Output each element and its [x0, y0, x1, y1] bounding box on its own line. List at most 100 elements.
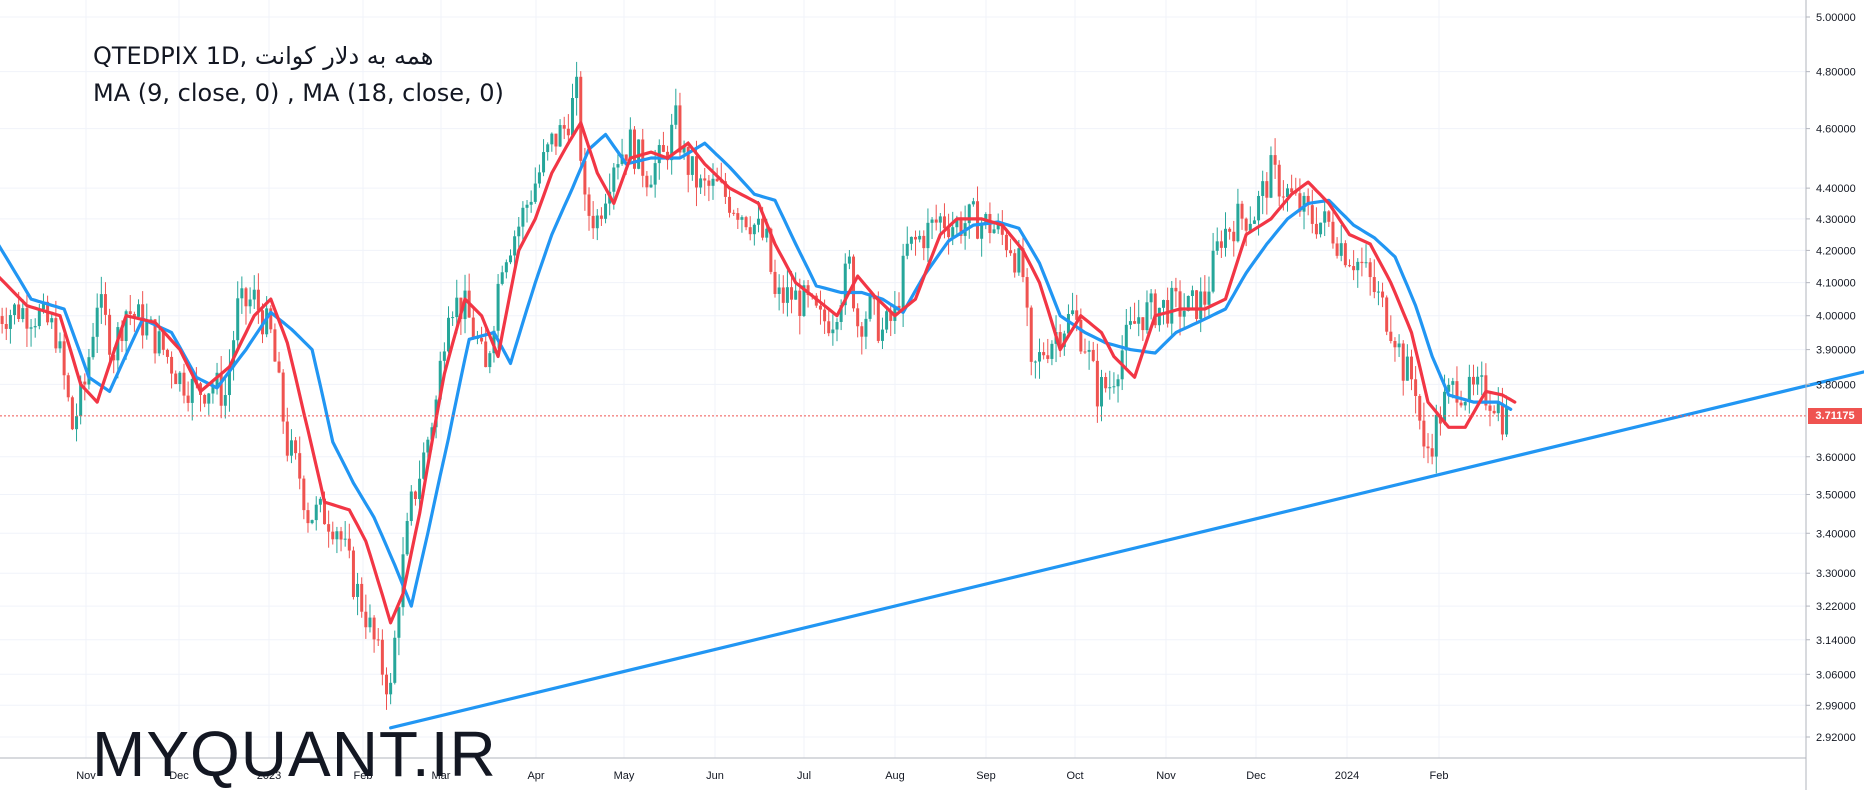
trendline[interactable]: [389, 363, 1864, 730]
candle-body: [372, 617, 376, 640]
price-tick-label: 4.00000: [1816, 311, 1856, 323]
time-tick-label: Feb: [1430, 770, 1449, 782]
candle-body: [108, 314, 112, 355]
indicator-legend: MA (9, close, 0) , MA (18, close, 0): [93, 79, 504, 107]
time-tick-label: May: [614, 770, 635, 782]
candle-body: [170, 356, 174, 374]
time-tick-label: Nov: [76, 770, 96, 782]
candle-body: [860, 326, 864, 337]
candle-body: [1496, 403, 1500, 414]
price-tick-label: 3.30000: [1816, 568, 1856, 580]
price-tick-label: 4.80000: [1816, 67, 1856, 79]
price-tick-label: 2.99000: [1816, 700, 1856, 712]
candle-body: [281, 372, 285, 422]
candle-body: [58, 341, 62, 349]
candle-body: [207, 393, 211, 404]
candle-body: [504, 262, 508, 273]
candle-body: [785, 287, 789, 303]
candle-body: [517, 226, 521, 237]
candle-body: [1116, 379, 1120, 387]
candle-body: [1038, 352, 1042, 362]
candle-body: [1215, 241, 1219, 251]
price-tick-label: 4.40000: [1816, 183, 1856, 195]
candle-body: [1083, 351, 1087, 353]
candle-body: [546, 144, 550, 153]
candle-body: [29, 327, 33, 329]
candle-body: [918, 235, 922, 240]
candle-body: [798, 290, 802, 316]
candle-body: [442, 351, 446, 361]
candle-body: [500, 272, 504, 284]
candle-body: [310, 520, 314, 524]
candle-body: [909, 236, 913, 244]
candle-body: [314, 504, 318, 521]
candle-body: [1186, 295, 1190, 311]
candle-body: [1463, 401, 1467, 406]
candle-body: [1009, 250, 1013, 254]
candle-body: [1091, 349, 1095, 361]
candle-body: [856, 308, 860, 327]
candle-body: [484, 341, 488, 368]
candle-body: [1360, 261, 1364, 264]
candle-body: [1401, 343, 1405, 381]
candle-body: [161, 331, 165, 350]
price-tick-label: 3.06000: [1816, 669, 1856, 681]
candle-body: [1029, 307, 1033, 362]
candle-body: [1285, 188, 1289, 198]
candle-body: [839, 305, 843, 322]
candle-body: [1133, 321, 1137, 324]
candle-body: [455, 297, 459, 318]
last-price-tag: 3.71175: [1808, 407, 1862, 424]
candle-body: [318, 498, 322, 505]
candle-body: [1467, 376, 1471, 402]
candle-body: [624, 154, 628, 161]
candle-body: [769, 228, 773, 272]
candle-body: [1236, 203, 1240, 242]
candle-body: [905, 243, 909, 256]
candle-body: [575, 76, 579, 99]
candle-body: [1447, 384, 1451, 392]
candle-body: [157, 331, 161, 354]
time-tick-label: Mar: [432, 770, 451, 782]
candle-body: [752, 224, 756, 235]
candle-body: [736, 213, 740, 220]
candle-body: [1422, 420, 1426, 447]
candle-body: [232, 340, 236, 368]
time-tick-label: 2023: [257, 770, 281, 782]
candle-body: [339, 531, 343, 540]
candle-body: [1174, 287, 1178, 292]
candle-body: [1137, 317, 1141, 324]
candle-body: [1149, 293, 1153, 303]
candle-body: [1430, 448, 1434, 457]
candle-body: [87, 357, 91, 385]
candle-body: [1368, 262, 1372, 278]
price-tick-label: 4.20000: [1816, 245, 1856, 257]
candle-body: [728, 196, 732, 213]
candle-body: [703, 178, 707, 181]
candle-body: [409, 491, 413, 522]
candle-body: [1112, 386, 1116, 388]
candle-body: [885, 311, 889, 330]
candle-body: [1405, 356, 1409, 381]
candle-body: [591, 215, 595, 229]
candle-body: [480, 337, 484, 342]
candle-body: [1033, 361, 1037, 363]
candle-body: [380, 639, 384, 675]
candle-body: [132, 314, 136, 317]
candle-body: [645, 175, 649, 188]
candle-body: [1104, 377, 1108, 389]
candle-body: [723, 181, 727, 197]
candle-body: [37, 309, 41, 327]
candle-body: [368, 617, 372, 628]
candle-body: [827, 321, 831, 334]
time-tick-label: Nov: [1156, 770, 1176, 782]
candle-body: [1505, 406, 1509, 435]
candle-body: [269, 308, 273, 330]
candle-body: [285, 421, 289, 456]
candle-body: [165, 349, 169, 357]
candle-body: [1124, 324, 1128, 351]
candle-body: [1480, 375, 1484, 377]
price-axis[interactable]: 5.00000 4.80000 4.60000 4.40000 4.30000 4.200…: [1805, 0, 1856, 790]
time-axis[interactable]: Nov Dec 2023 Feb Mar Apr May Jun Jul Aug Sep Oct Nov…: [0, 757, 1806, 782]
